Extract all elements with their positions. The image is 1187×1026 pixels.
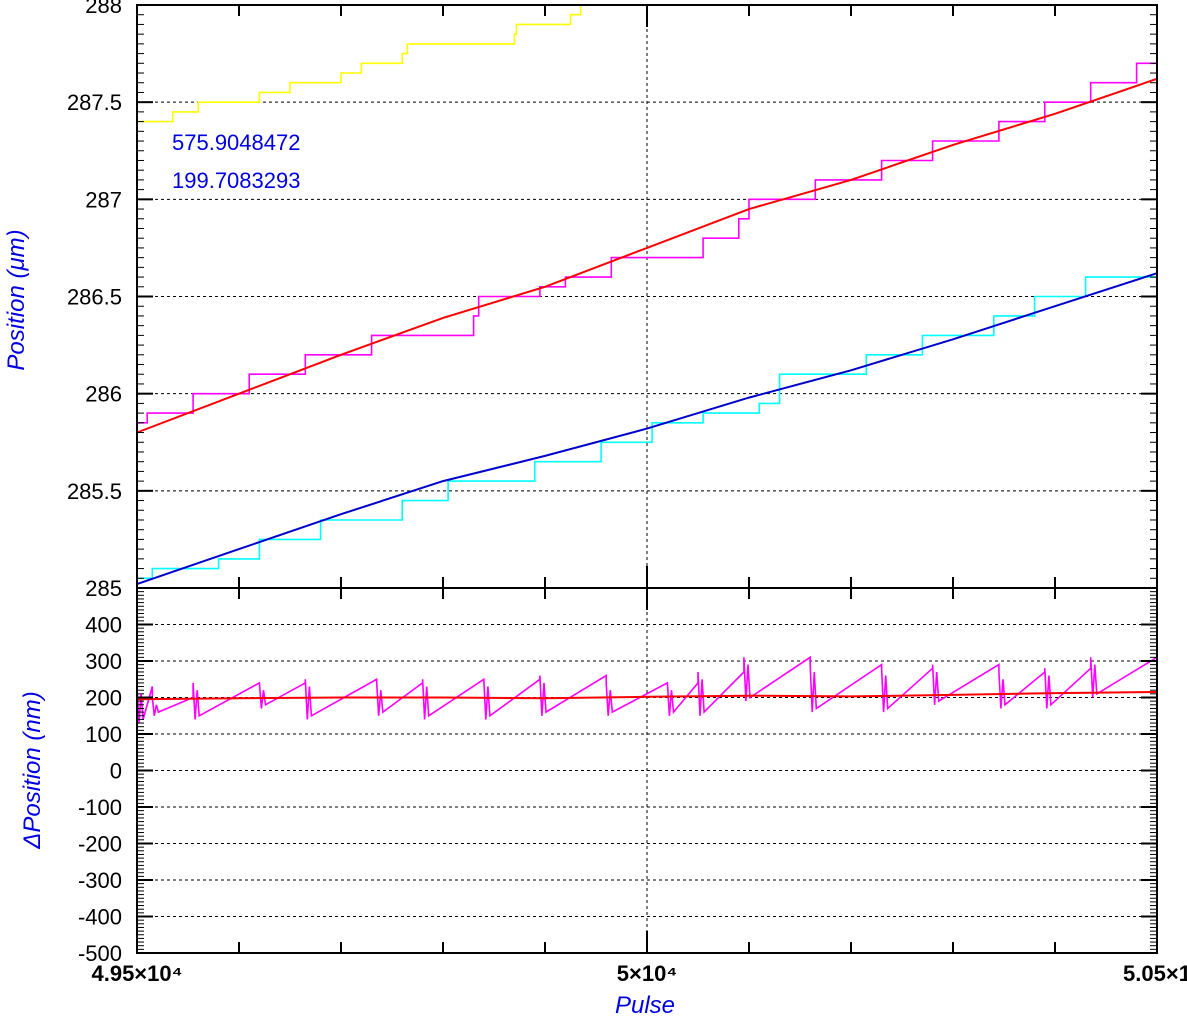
x-tick-labels: 4.95×10⁴ 5×10⁴ 5.05×1 bbox=[91, 961, 1187, 986]
x-tick-label: 5×10⁴ bbox=[617, 961, 677, 986]
top-y-tick-label: 288 bbox=[85, 0, 122, 18]
top-y-tick-label: 287.5 bbox=[67, 90, 122, 115]
bottom-y-tick-label: -500 bbox=[78, 941, 122, 966]
bottom-y-tick-label: 0 bbox=[110, 759, 122, 784]
bottom-y-axis-title: ΔPosition (nm) bbox=[19, 691, 46, 849]
top-series-line-3 bbox=[136, 77, 1158, 434]
x-tick-label: 4.95×10⁴ bbox=[91, 961, 182, 986]
top-y-tick-labels: 285 285.5 286 286.5 287 287.5 288 bbox=[67, 0, 122, 601]
bottom-y-tick-label: -400 bbox=[78, 905, 122, 930]
bottom-series bbox=[136, 655, 1158, 724]
top-y-tick-label: 285 bbox=[85, 576, 122, 601]
bottom-y-tick-label: -100 bbox=[78, 795, 122, 820]
annotation-value-1: 575.9048472 bbox=[172, 130, 300, 155]
x-axis-title: Pulse bbox=[615, 992, 675, 1019]
top-series-line-2 bbox=[137, 62, 1157, 424]
bottom-y-tick-label: 300 bbox=[85, 649, 122, 674]
bottom-y-tick-label: 400 bbox=[85, 613, 122, 638]
top-grid bbox=[137, 5, 1157, 588]
bottom-y-tick-labels: -500 -400 -300 -200 -100 0 100 200 300 400 bbox=[78, 613, 122, 967]
top-y-axis-title: Position (μm) bbox=[3, 229, 30, 370]
bottom-y-tick-label: 200 bbox=[85, 686, 122, 711]
top-y-tick-label: 286.5 bbox=[67, 285, 122, 310]
x-tick-label: 5.05×1 bbox=[1123, 961, 1187, 986]
bottom-series-line-2 bbox=[136, 691, 1158, 701]
bottom-panel: -500 -400 -300 -200 -100 0 100 200 300 400 4.95×1… bbox=[19, 587, 1187, 1019]
top-series-line-5 bbox=[136, 272, 1158, 586]
top-series-line-1 bbox=[137, 4, 690, 123]
bottom-y-tick-label: 100 bbox=[85, 722, 122, 747]
bottom-grid bbox=[137, 588, 1157, 953]
bottom-ticks bbox=[136, 587, 1158, 954]
top-y-tick-label: 285.5 bbox=[67, 479, 122, 504]
top-series bbox=[136, 4, 1158, 586]
bottom-series-line-1 bbox=[136, 655, 1158, 724]
top-y-tick-label: 286 bbox=[85, 382, 122, 407]
top-y-tick-label: 287 bbox=[85, 187, 122, 212]
annotation-value-2: 199.7083293 bbox=[172, 168, 300, 193]
bottom-y-tick-label: -200 bbox=[78, 832, 122, 857]
bottom-y-tick-label: -300 bbox=[78, 868, 122, 893]
